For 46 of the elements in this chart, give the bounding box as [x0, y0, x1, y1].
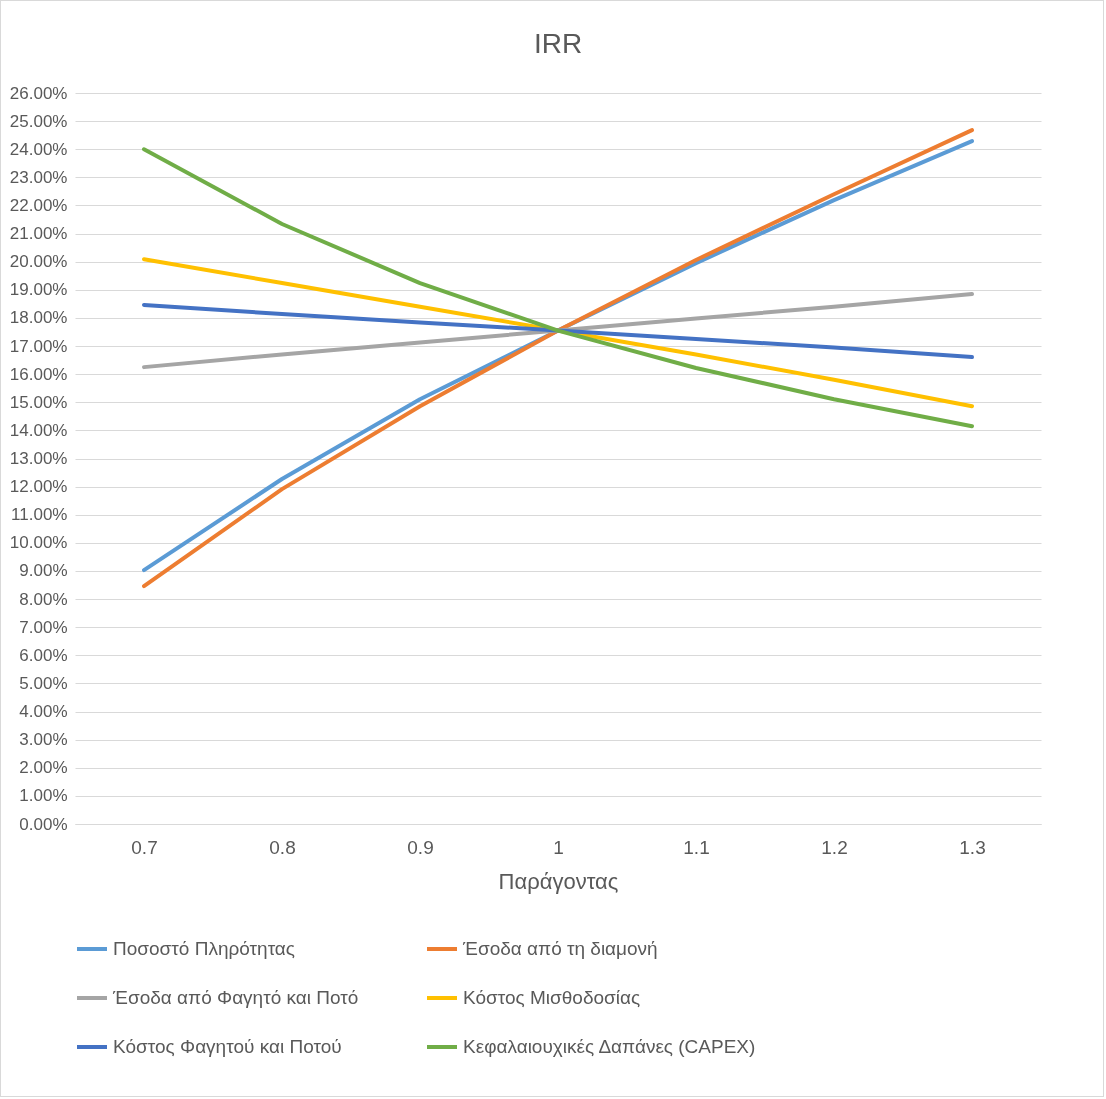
y-tick-label: 23.00% [9, 167, 68, 187]
x-tick-label: 0.9 [407, 836, 434, 858]
chart-title: IRR [533, 28, 583, 59]
y-tick-label: 26.00% [9, 83, 68, 103]
y-tick-label: 2.00% [19, 758, 68, 778]
x-tick-label: 1 [553, 836, 564, 858]
line-series [142, 302, 974, 359]
legend-label: Έσοδα από τη διαμονή [462, 938, 658, 959]
y-tick-label: 19.00% [9, 280, 68, 300]
x-tick-label: 0.8 [269, 836, 296, 858]
x-tick-label: 0.7 [131, 836, 158, 858]
y-tick-label: 18.00% [9, 308, 68, 328]
legend-label: Ποσοστό Πληρότητας [113, 938, 296, 959]
line-series [142, 147, 974, 429]
y-tick-label: 0.00% [19, 814, 68, 834]
y-tick-label: 21.00% [9, 224, 68, 244]
legend-label: Κόστος Μισθοδοσίας [463, 987, 641, 1008]
x-tick-label: 1.2 [821, 836, 848, 858]
legend-label: Κόστος Φαγητού και Ποτού [113, 1036, 342, 1057]
y-tick-label: 25.00% [9, 111, 68, 131]
y-tick-label: 16.00% [9, 364, 68, 384]
line-series [142, 257, 974, 409]
y-tick-label: 11.00% [11, 505, 68, 525]
y-tick-label: 13.00% [9, 449, 68, 468]
y-tick-label: 20.00% [9, 252, 68, 272]
y-tick-label: 10.00% [9, 533, 68, 553]
y-tick-label: 1.00% [19, 786, 68, 806]
y-tick-label: 12.00% [9, 477, 68, 497]
x-axis-title: Παράγοντας [498, 868, 619, 894]
y-tick-label: 15.00% [9, 392, 68, 412]
y-tick-label: 5.00% [19, 673, 68, 693]
legend-label: Έσοδα από Φαγητό και Ποτό [112, 987, 359, 1008]
y-tick-label: 6.00% [19, 645, 68, 665]
y-tick-label: 9.00% [19, 561, 68, 581]
y-tick-label: 24.00% [9, 139, 68, 159]
line-series [142, 292, 974, 370]
legend-label: Κεφαλαιουχικές Δαπάνες (CAPEX) [463, 1036, 756, 1057]
y-tick-label: 3.00% [19, 730, 68, 750]
y-tick-label: 17.00% [9, 336, 68, 356]
y-tick-label: 4.00% [19, 702, 68, 722]
y-tick-label: 22.00% [9, 195, 68, 215]
x-tick-label: 1.3 [959, 836, 986, 858]
y-tick-label: 8.00% [19, 589, 68, 609]
y-tick-label: 14.00% [9, 420, 68, 440]
y-tick-label: 7.00% [19, 617, 68, 637]
x-tick-label: 1.1 [683, 836, 710, 858]
